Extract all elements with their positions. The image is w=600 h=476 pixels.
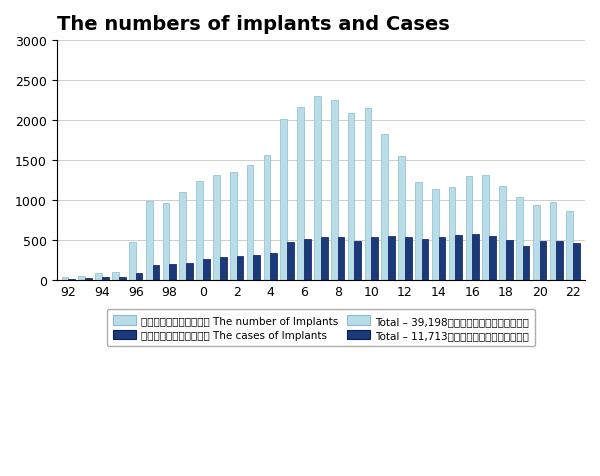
Bar bbox=[348, 114, 355, 280]
Bar bbox=[220, 258, 227, 280]
Bar bbox=[247, 165, 253, 280]
Bar bbox=[405, 237, 412, 280]
Bar bbox=[355, 242, 361, 280]
Bar bbox=[365, 109, 371, 280]
Bar bbox=[85, 278, 92, 280]
Bar bbox=[455, 236, 462, 280]
Bar bbox=[466, 177, 472, 280]
Bar bbox=[203, 259, 210, 280]
Bar bbox=[169, 264, 176, 280]
Bar bbox=[382, 135, 388, 280]
Bar bbox=[62, 278, 68, 280]
Bar bbox=[280, 120, 287, 280]
Bar bbox=[119, 277, 125, 280]
Bar bbox=[68, 279, 75, 280]
Bar bbox=[449, 188, 455, 280]
Bar bbox=[253, 256, 260, 280]
Bar bbox=[331, 101, 338, 280]
Bar bbox=[472, 235, 479, 280]
Bar bbox=[321, 237, 328, 280]
Bar bbox=[112, 272, 119, 280]
Bar bbox=[422, 239, 428, 280]
Bar bbox=[79, 276, 85, 280]
Bar bbox=[263, 156, 271, 280]
Bar bbox=[566, 211, 573, 280]
Bar bbox=[236, 256, 244, 280]
Bar bbox=[314, 97, 321, 280]
Bar bbox=[550, 203, 556, 280]
Bar bbox=[297, 108, 304, 280]
Bar bbox=[304, 239, 311, 280]
Bar bbox=[482, 176, 489, 280]
Bar bbox=[95, 274, 102, 280]
Bar bbox=[136, 273, 142, 280]
Bar bbox=[556, 241, 563, 280]
Bar bbox=[338, 237, 344, 280]
Text: The numbers of implants and Cases: The numbers of implants and Cases bbox=[56, 15, 449, 34]
Bar bbox=[573, 243, 580, 280]
Bar bbox=[146, 201, 152, 280]
Bar bbox=[489, 236, 496, 280]
Bar bbox=[539, 241, 546, 280]
Bar bbox=[230, 172, 236, 280]
Bar bbox=[415, 183, 422, 280]
Bar bbox=[388, 236, 395, 280]
Bar bbox=[152, 266, 159, 280]
Bar bbox=[102, 278, 109, 280]
Bar bbox=[287, 243, 294, 280]
Bar bbox=[179, 192, 186, 280]
Bar bbox=[432, 189, 439, 280]
Bar bbox=[506, 240, 512, 280]
Bar bbox=[271, 254, 277, 280]
Bar bbox=[499, 187, 506, 280]
Bar bbox=[163, 204, 169, 280]
Bar bbox=[371, 237, 378, 280]
Bar bbox=[533, 205, 539, 280]
Bar bbox=[196, 181, 203, 280]
Bar bbox=[213, 176, 220, 280]
Bar bbox=[129, 243, 136, 280]
Legend: インプラント埋入本数　 The number of Implants, インプラント症例数　　 The cases of Implants, Total – 3: インプラント埋入本数 The number of Implants, インプラン… bbox=[107, 309, 535, 347]
Bar bbox=[516, 197, 523, 280]
Bar bbox=[398, 157, 405, 280]
Bar bbox=[186, 263, 193, 280]
Bar bbox=[439, 238, 445, 280]
Bar bbox=[523, 247, 529, 280]
